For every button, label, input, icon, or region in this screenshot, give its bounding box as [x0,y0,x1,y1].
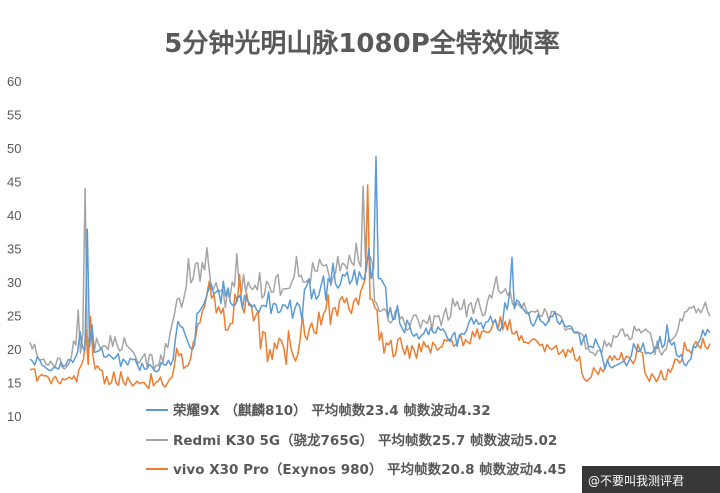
y-tick-label: 15 [7,376,21,391]
watermark-background [582,466,720,493]
y-tick-label: 55 [7,108,21,123]
y-tick-label: 45 [7,175,21,190]
y-tick-label: 35 [7,242,21,257]
y-tick-label: 30 [7,275,21,290]
legend-entry-2: vivo X30 Pro（Exynos 980） 平均帧数20.8 帧数波动4.… [173,461,566,478]
legend-entry-0: 荣耀9X （麒麟810） 平均帧数23.4 帧数波动4.32 [172,402,491,419]
y-tick-label: 40 [7,208,21,223]
series-line-2 [29,184,711,390]
y-tick-label: 25 [7,309,21,324]
y-tick-label: 60 [7,74,21,89]
legend-entry-1: Redmi K30 5G（骁龙765G） 平均帧数25.7 帧数波动5.02 [173,432,557,449]
series-line-0 [29,155,711,373]
watermark-text: @不要叫我测评君 [588,474,684,488]
y-tick-label: 10 [7,409,21,424]
chart-title: 5分钟光明山脉1080P全特效帧率 [164,28,560,59]
plot-area [29,155,711,390]
y-tick-label: 50 [7,141,21,156]
y-axis-ticks: 10 15 20 25 30 35 40 45 50 55 60 [7,74,21,424]
legend: 荣耀9X （麒麟810） 平均帧数23.4 帧数波动4.32 Redmi K30 … [146,402,566,478]
y-tick-label: 20 [7,342,21,357]
